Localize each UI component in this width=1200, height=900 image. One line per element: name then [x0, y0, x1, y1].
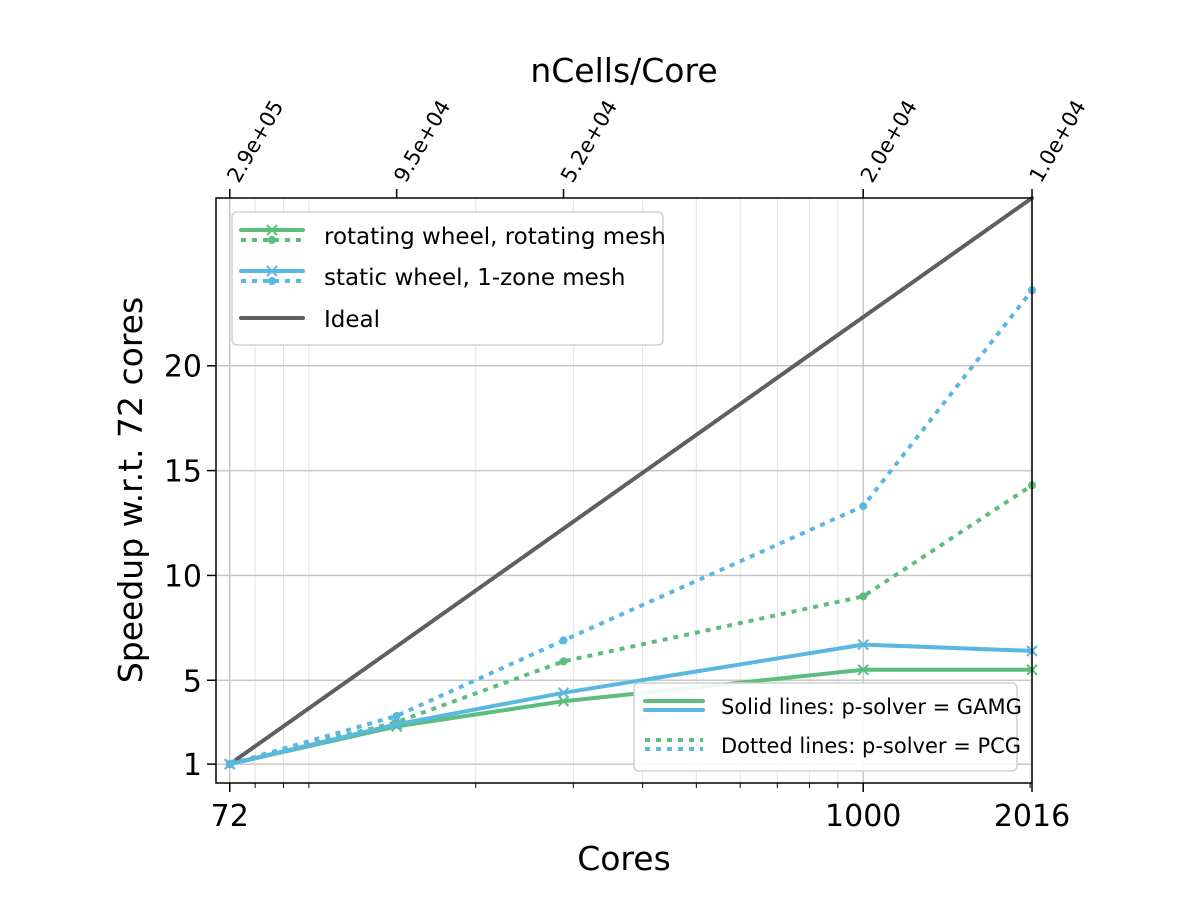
legend-box: [231, 211, 664, 346]
data-point-dot-marker: [559, 657, 568, 666]
data-point-x-marker: [857, 664, 869, 676]
solver-legend-label: Dotted lines: p-solver = PCG: [721, 734, 1021, 758]
x-axis-title: Cores: [577, 839, 671, 878]
legend-label: rotating wheel, rotating mesh: [324, 224, 666, 250]
legend-dot-marker: [268, 236, 276, 244]
data-point-x-marker: [224, 758, 236, 770]
legend-label: Ideal: [324, 307, 380, 333]
series-legend: rotating wheel, rotating mesh static whee…: [231, 211, 666, 346]
data-point-dot-marker: [559, 636, 568, 645]
legend-x-marker: [266, 224, 278, 236]
top-axis-title: nCells/Core: [530, 51, 717, 90]
legend-dot-marker: [268, 277, 276, 285]
y-tick-label: 20: [164, 350, 202, 385]
plot-frame: [215, 197, 1033, 784]
data-point-x-marker: [557, 687, 570, 699]
y-axis-title: Speedup w.r.t. 72 cores: [111, 297, 150, 683]
solver-legend: Solid lines: p-solver = GAMG Dotted lines…: [633, 682, 1022, 772]
solver-legend-box: [633, 682, 1018, 772]
data-point-x-marker: [390, 718, 403, 730]
data-series: [224, 196, 1038, 770]
x-tick-label: 72: [211, 799, 249, 834]
legend-label: static wheel, 1-zone mesh: [324, 265, 625, 291]
series-line-4: [227, 196, 1034, 767]
x-tick-label: 1000: [825, 799, 901, 834]
data-point-dot-marker: [392, 711, 401, 720]
y-tick-label: 15: [164, 455, 202, 490]
y-tick-label: 5: [183, 664, 202, 699]
data-point-dot-marker: [859, 592, 868, 601]
solver-legend-label: Solid lines: p-solver = GAMG: [721, 695, 1022, 719]
x-tick-label: 2016: [994, 799, 1070, 834]
legend-x-marker: [266, 265, 278, 277]
y-tick-label: 1: [183, 748, 202, 783]
y-tick-label: 10: [164, 559, 202, 594]
data-point-dot-marker: [859, 502, 868, 511]
data-point-x-marker: [857, 638, 869, 651]
data-point-x-marker: [557, 695, 570, 707]
